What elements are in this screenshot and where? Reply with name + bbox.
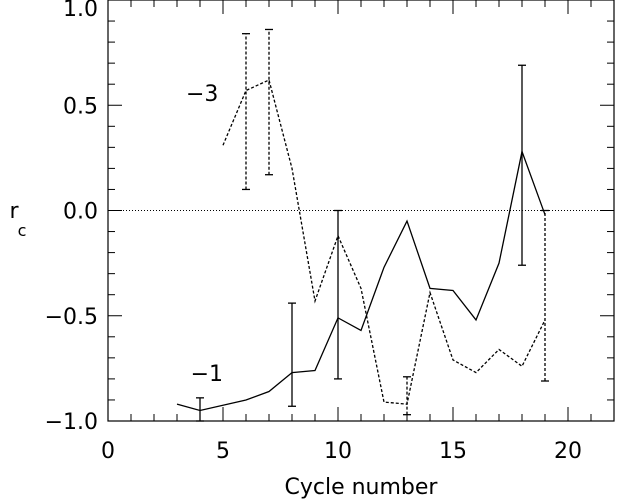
x-axis-title: Cycle number: [285, 475, 439, 500]
series-annotation: −1: [191, 362, 223, 387]
svg-text:c: c: [18, 221, 27, 240]
x-tick-label: 15: [439, 439, 467, 464]
y-tick-label: 0.5: [63, 94, 98, 119]
svg-text:r: r: [9, 199, 19, 224]
x-tick-label: 0: [101, 439, 115, 464]
y-axis-title: r c: [9, 199, 26, 240]
y-tick-label: −0.5: [45, 305, 98, 330]
y-tick-label: −1.0: [45, 410, 98, 435]
y-tick-label: 1.0: [63, 0, 98, 22]
series-annotation: −3: [186, 82, 218, 107]
x-tick-label: 20: [554, 439, 582, 464]
series-line: [222, 79, 546, 405]
y-tick-label: 0.0: [63, 200, 98, 225]
x-tick-label: 5: [216, 439, 230, 464]
x-tick-label: 10: [324, 439, 352, 464]
series-line: [176, 149, 546, 412]
